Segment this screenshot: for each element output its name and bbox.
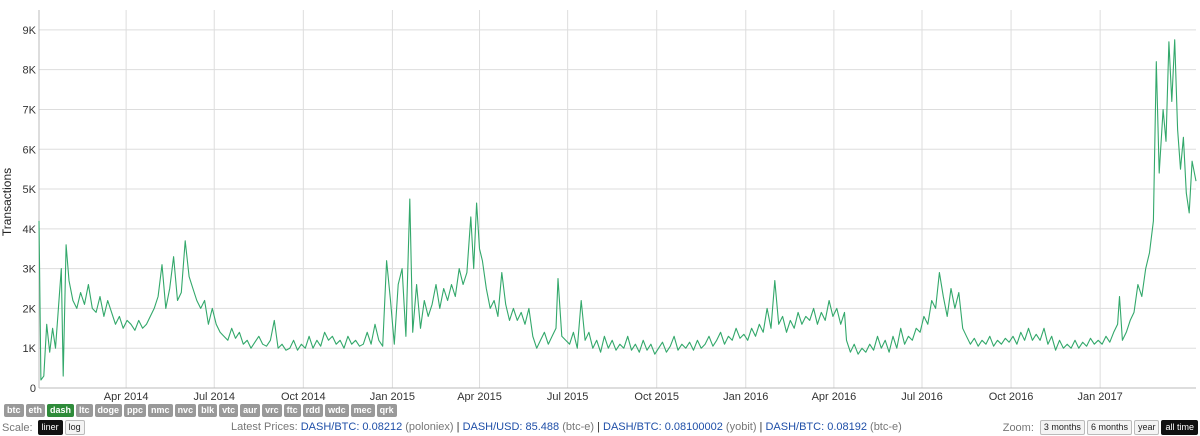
y-tick-label: 0 [30, 383, 36, 395]
transactions-chart: 0 1K 2K 3K 4K 5K 6K 7K 8K 9K Apr 2014 Jul 2014 Oct … [0, 10, 1197, 402]
price-source: (poloniex) [405, 421, 454, 433]
x-tick-label: Jan 2016 [723, 391, 768, 402]
x-tick-label: Apr 2016 [812, 391, 857, 402]
coin-button-btc[interactable]: btc [4, 404, 24, 417]
price-separator: | [759, 421, 763, 433]
coin-button-blk[interactable]: blk [198, 404, 218, 417]
coin-button-aur[interactable]: aur [240, 404, 261, 417]
x-tick-label: Jan 2017 [1078, 391, 1123, 402]
coin-button-ppc[interactable]: ppc [124, 404, 147, 417]
coin-button-ftc[interactable]: ftc [283, 404, 301, 417]
price-pair[interactable]: DASH/USD: 85.488 [462, 421, 560, 433]
series-line [38, 39, 1197, 381]
zoom-year-button[interactable]: year [1133, 420, 1160, 435]
zoom-all-time-button[interactable]: all time [1161, 420, 1198, 435]
zoom-label: Zoom: [1002, 421, 1034, 434]
coin-button-mec[interactable]: mec [350, 404, 375, 417]
x-tick-label: Oct 2016 [989, 391, 1034, 402]
coin-button-wdc[interactable]: wdc [325, 404, 349, 417]
coin-button-vrc[interactable]: vrc [262, 404, 282, 417]
y-tick-label: 6K [23, 144, 37, 156]
scale-liner-button[interactable]: liner [37, 420, 63, 435]
y-tick-label: 5K [23, 184, 37, 196]
zoom-control: Zoom: 3 months 6 months year all time [1003, 420, 1198, 435]
coin-button-ltc[interactable]: ltc [76, 404, 93, 417]
price-pair[interactable]: DASH/BTC: 0.08100002 [603, 421, 723, 433]
x-tick-label: Apr 2014 [104, 391, 149, 402]
scale-log-button[interactable]: log [64, 420, 85, 435]
y-tick-label: 3K [23, 264, 37, 276]
price-separator: | [597, 421, 600, 433]
x-tick-label: Jul 2016 [901, 391, 943, 402]
coin-button-qrk[interactable]: qrk [376, 404, 397, 417]
price-pair[interactable]: DASH/BTC: 0.08192 [765, 421, 867, 433]
coin-button-doge[interactable]: doge [94, 404, 123, 417]
latest-prices-label: Latest Prices: [231, 421, 298, 433]
chart-grid [38, 10, 1196, 389]
latest-prices: Latest Prices: DASH/BTC: 0.08212 (poloni… [231, 421, 902, 433]
x-tick-label: Jan 2015 [370, 391, 415, 402]
zoom-3-months-button[interactable]: 3 months [1039, 420, 1085, 435]
price-source: (yobit) [725, 421, 757, 433]
price-source: (btc-e) [562, 421, 595, 433]
x-tick-label: Jul 2014 [193, 391, 235, 402]
y-tick-label: 1K [23, 343, 37, 355]
coin-button-dash[interactable]: dash [47, 404, 75, 417]
coin-selector: btc eth dash ltc doge ppc nmc nvc blk vtc aur vrc ft… [4, 404, 397, 417]
x-tick-label: Oct 2014 [281, 391, 326, 402]
x-axis: Apr 2014 Jul 2014 Oct 2014 Jan 2015 Apr 2015… [104, 391, 1123, 402]
price-source: (btc-e) [870, 421, 902, 433]
x-tick-label: Jul 2015 [547, 391, 589, 402]
coin-button-nvc[interactable]: nvc [174, 404, 197, 417]
coin-button-eth[interactable]: eth [25, 404, 45, 417]
zoom-6-months-button[interactable]: 6 months [1086, 420, 1132, 435]
x-tick-label: Apr 2015 [457, 391, 502, 402]
y-tick-label: 8K [23, 65, 37, 77]
y-axis-title: Transactions [0, 168, 14, 236]
coin-button-nmc[interactable]: nmc [148, 404, 173, 417]
x-tick-label: Oct 2015 [634, 391, 679, 402]
y-tick-label: 9K [23, 25, 37, 37]
y-tick-label: 4K [23, 224, 37, 236]
scale-control: Scale: liner log [2, 420, 85, 435]
price-separator: | [456, 421, 460, 433]
price-pair[interactable]: DASH/BTC: 0.08212 [300, 421, 403, 433]
y-tick-label: 7K [23, 104, 37, 116]
y-axis: 0 1K 2K 3K 4K 5K 6K 7K 8K 9K [23, 25, 37, 395]
footer-controls: Scale: liner log Latest Prices: DASH/BTC… [0, 420, 1200, 436]
y-tick-label: 2K [23, 303, 37, 315]
scale-label: Scale: [2, 421, 33, 434]
coin-button-vtc[interactable]: vtc [219, 404, 239, 417]
coin-button-rdd[interactable]: rdd [302, 404, 324, 417]
